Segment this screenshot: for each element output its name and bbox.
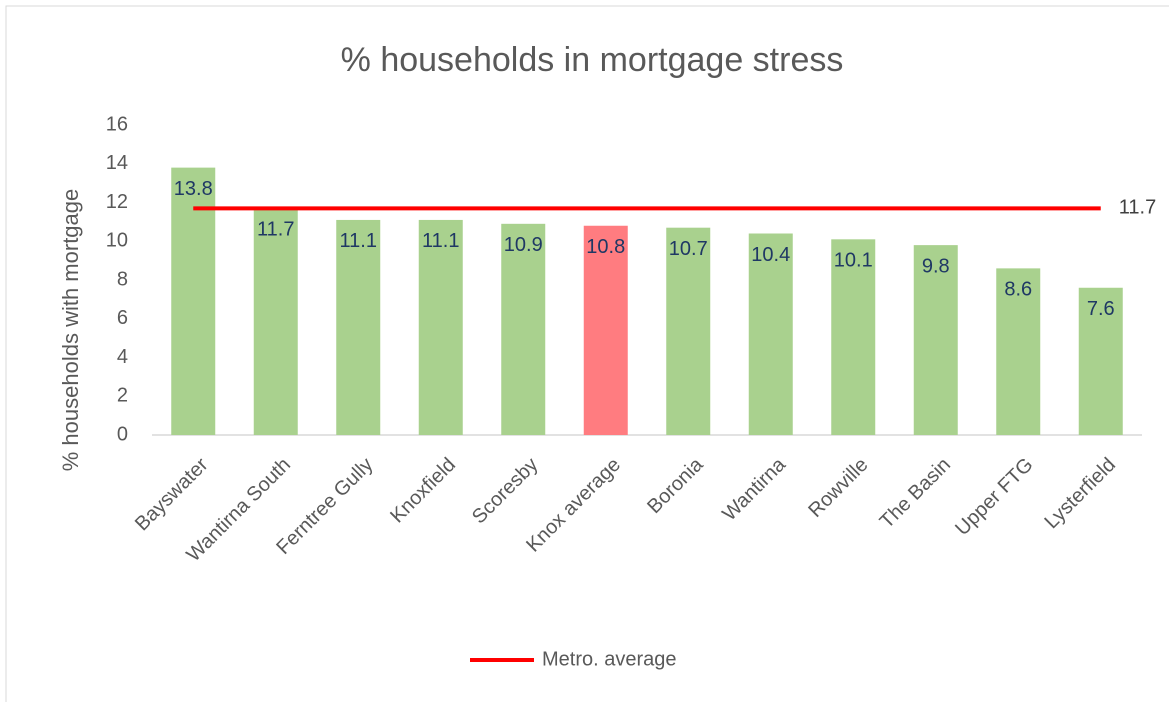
bar bbox=[666, 227, 711, 435]
bar bbox=[748, 233, 793, 435]
bar bbox=[418, 219, 463, 435]
bar bbox=[583, 225, 628, 435]
legend-label: Metro. average bbox=[542, 648, 677, 670]
data-label: 10.1 bbox=[834, 250, 873, 272]
y-tick-label: 12 bbox=[106, 191, 128, 213]
data-label: 8.6 bbox=[1004, 279, 1032, 301]
data-label: 10.8 bbox=[586, 236, 625, 258]
bar bbox=[996, 268, 1041, 435]
data-label: 7.6 bbox=[1087, 298, 1115, 320]
data-label: 10.9 bbox=[504, 234, 543, 256]
y-tick-label: 16 bbox=[106, 113, 128, 135]
chart-title: % households in mortgage stress bbox=[341, 41, 844, 79]
bar bbox=[336, 219, 381, 435]
y-tick-label: 8 bbox=[117, 268, 128, 290]
data-label: 11.1 bbox=[422, 230, 459, 252]
y-tick-label: 0 bbox=[117, 423, 128, 445]
bar bbox=[501, 223, 546, 435]
bar bbox=[1078, 287, 1123, 435]
y-axis-title: % households with mortgage bbox=[58, 189, 83, 472]
data-label: 9.8 bbox=[922, 255, 950, 277]
y-tick-label: 4 bbox=[117, 346, 128, 368]
y-tick-label: 10 bbox=[106, 230, 128, 252]
reference-label: 11.7 bbox=[1119, 197, 1156, 219]
bar bbox=[913, 245, 958, 435]
y-tick-label: 2 bbox=[117, 385, 128, 407]
data-label: 11.1 bbox=[340, 230, 377, 252]
data-label: 10.7 bbox=[669, 238, 708, 260]
data-label: 13.8 bbox=[174, 178, 213, 200]
bar bbox=[253, 208, 298, 435]
y-tick-label: 14 bbox=[106, 152, 128, 174]
y-tick-label: 6 bbox=[117, 307, 128, 329]
bar bbox=[171, 167, 216, 435]
bar bbox=[831, 239, 876, 435]
data-label: 10.4 bbox=[751, 244, 790, 266]
data-label: 11.7 bbox=[257, 219, 294, 241]
